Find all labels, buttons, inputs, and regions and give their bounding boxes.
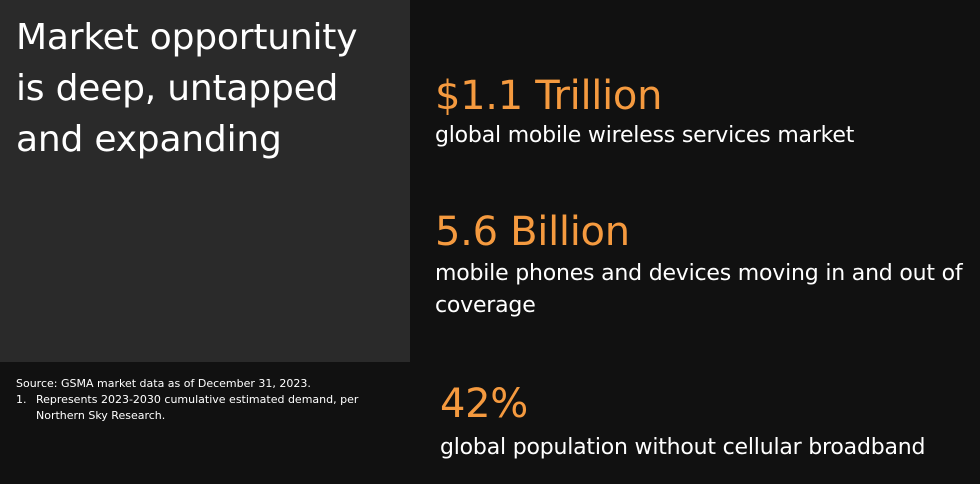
title-panel: Market opportunity is deep, untapped and… [0, 0, 410, 362]
stat-value: 5.6 Billion [435, 209, 630, 255]
footnote-text: Represents 2023-2030 cumulative estimate… [36, 393, 359, 422]
footnotes: Source: GSMA market data as of December … [16, 376, 401, 424]
slide-title: Market opportunity is deep, untapped and… [16, 17, 358, 160]
source-note: Source: GSMA market data as of December … [16, 377, 311, 390]
footnote-number: 1. [16, 393, 27, 406]
footnote-item: 1. Represents 2023-2030 cumulative estim… [16, 392, 401, 424]
stat-description: global mobile wireless services market [435, 123, 855, 148]
stat-description: mobile phones and devices moving in and … [435, 261, 963, 318]
stat-description: global population without cellular broad… [440, 435, 926, 460]
stat-value: 42% [440, 381, 529, 427]
stat-mobile-services-market: $1.1 Trillion global mobile wireless ser… [435, 72, 975, 152]
stat-mobile-devices: 5.6 Billion mobile phones and devices mo… [435, 208, 975, 322]
stat-value: $1.1 Trillion [435, 73, 663, 119]
stat-population-without-broadband: 42% global population without cellular b… [440, 380, 975, 464]
